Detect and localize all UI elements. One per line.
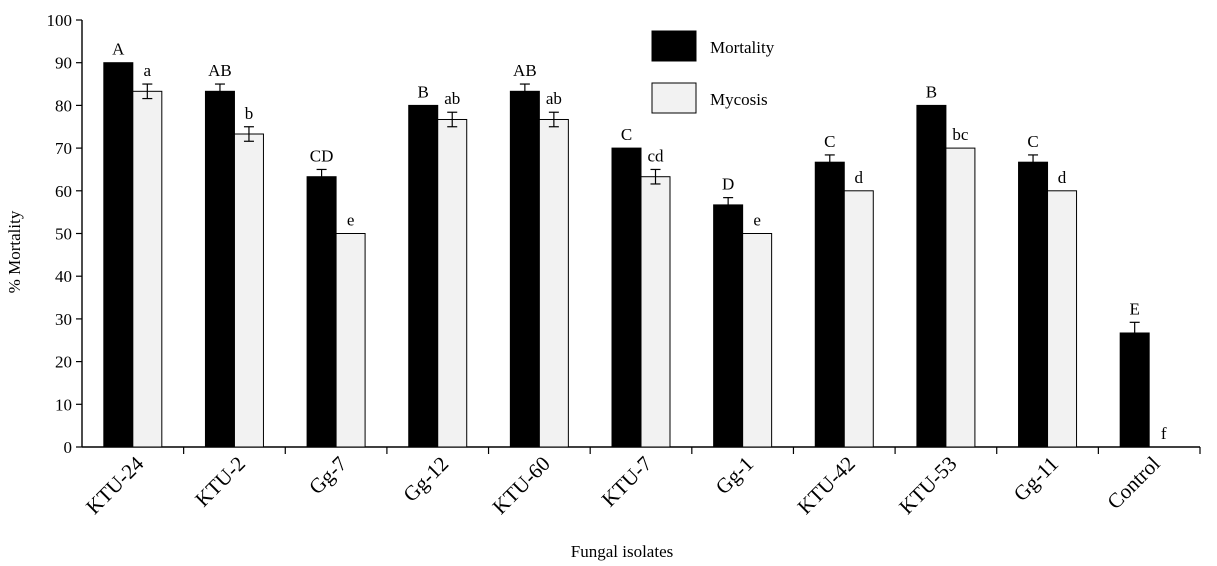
significance-label-mortality: E: [1129, 299, 1139, 318]
significance-label-mortality: C: [1027, 132, 1038, 151]
error-bar-mortality: [1028, 154, 1039, 171]
x-axis: KTU-24 KTU-2 Gg-7 Gg-12 KTU-60 KTU-7 Gg-1 KTU-4…: [81, 446, 1201, 519]
bar-mortality: [1119, 332, 1150, 448]
y-tick-label: 40: [55, 267, 72, 286]
x-axis-title: Fungal isolates: [571, 542, 673, 561]
error-bar-mortality: [519, 83, 530, 100]
significance-label-mycosis: e: [753, 211, 761, 230]
significance-label-mortality: C: [824, 132, 835, 151]
x-tick-label: KTU-42: [793, 452, 860, 519]
significance-label-mortality: D: [722, 175, 734, 194]
error-bar-mycosis: [447, 111, 458, 128]
y-tick-label: 10: [55, 395, 72, 414]
bar-mortality: [306, 176, 337, 448]
legend-swatch-mycosis: [651, 82, 697, 114]
y-axis-title: % Mortality: [5, 210, 24, 293]
significance-label-mycosis: b: [245, 104, 254, 123]
significance-label-mycosis: d: [1058, 168, 1067, 187]
error-bar-mycosis: [650, 168, 661, 185]
error-bar-mortality: [214, 83, 225, 100]
significance-label-mycosis: e: [347, 211, 355, 230]
bar-mortality: [713, 204, 744, 448]
significance-label-mortality: AB: [208, 61, 232, 80]
bar-mortality: [103, 62, 134, 448]
legend-swatch-mortality: [651, 30, 697, 62]
legend-label-mycosis: Mycosis: [710, 90, 768, 109]
x-tick-label: Gg-7: [304, 452, 351, 499]
x-tick-label: Gg-1: [711, 452, 758, 499]
bar-mortality: [916, 104, 947, 448]
significance-label-mycosis: a: [144, 61, 152, 80]
y-tick-label: 0: [64, 438, 73, 457]
y-tick-label: 80: [55, 96, 72, 115]
significance-label-mycosis: bc: [952, 125, 969, 144]
error-bar-mortality: [723, 197, 734, 213]
error-bar-mycosis: [243, 126, 254, 142]
error-bar-mortality: [824, 154, 835, 171]
error-bar-mortality: [1129, 321, 1140, 345]
bar-mortality: [509, 90, 540, 448]
significance-label-mortality: AB: [513, 61, 537, 80]
legend-label-mortality: Mortality: [710, 38, 775, 57]
x-tick-label: KTU-2: [190, 452, 250, 512]
bar-mycosis: [742, 233, 773, 448]
significance-label-mortality: C: [621, 125, 632, 144]
bar-mycosis: [1047, 190, 1078, 448]
bar-mycosis: [538, 118, 569, 448]
x-tick-label: KTU-53: [894, 452, 961, 519]
bars: [103, 62, 1150, 448]
error-bar-mycosis: [548, 111, 559, 128]
significance-label-mycosis: f: [1161, 424, 1167, 443]
x-tick-label: Gg-12: [398, 452, 453, 507]
significance-label-mortality: CD: [310, 146, 334, 165]
x-tick-label: KTU-60: [488, 452, 555, 519]
y-tick-label: 70: [55, 139, 72, 158]
bar-mycosis: [437, 118, 468, 448]
bar-mortality: [814, 161, 845, 448]
x-tick-label: KTU-24: [81, 451, 149, 519]
y-tick-label: 50: [55, 225, 72, 244]
significance-label-mycosis: cd: [647, 146, 664, 165]
significance-label-mortality: A: [112, 40, 125, 59]
bar-mortality: [408, 104, 439, 448]
x-tick-label: KTU-7: [597, 452, 657, 512]
bar-mycosis: [233, 133, 264, 448]
y-tick-label: 90: [55, 54, 72, 73]
x-tick-label: Control: [1102, 451, 1164, 513]
bar-mortality: [1018, 161, 1049, 448]
bar-mortality: [204, 90, 235, 448]
y-tick-label: 60: [55, 182, 72, 201]
legend: Mortality Mycosis: [651, 30, 775, 114]
bar-mycosis: [335, 233, 366, 448]
x-tick-label: Gg-11: [1009, 452, 1063, 506]
significance-label-mortality: B: [926, 82, 937, 101]
bar-mycosis: [945, 147, 976, 448]
significance-label-mycosis: ab: [444, 89, 460, 108]
significance-labels: Aa AB b CD e B ab AB ab Ccd De Cd Bbc Cd Ef: [112, 40, 1167, 443]
significance-label-mycosis: d: [855, 168, 864, 187]
y-tick-label: 30: [55, 310, 72, 329]
significance-label-mortality: B: [418, 82, 429, 101]
significance-label-mycosis: ab: [546, 89, 562, 108]
bar-mortality: [611, 147, 642, 448]
error-bar-mycosis: [142, 83, 153, 100]
bar-mycosis: [132, 90, 163, 448]
error-bar-mortality: [316, 168, 327, 185]
y-axis: 0 10 20 30 40 50 60 70 80 90 100: [47, 11, 83, 457]
y-tick-label: 20: [55, 353, 72, 372]
bar-mycosis: [640, 176, 671, 448]
bar-mycosis: [843, 190, 874, 448]
y-tick-label: 100: [47, 11, 73, 30]
